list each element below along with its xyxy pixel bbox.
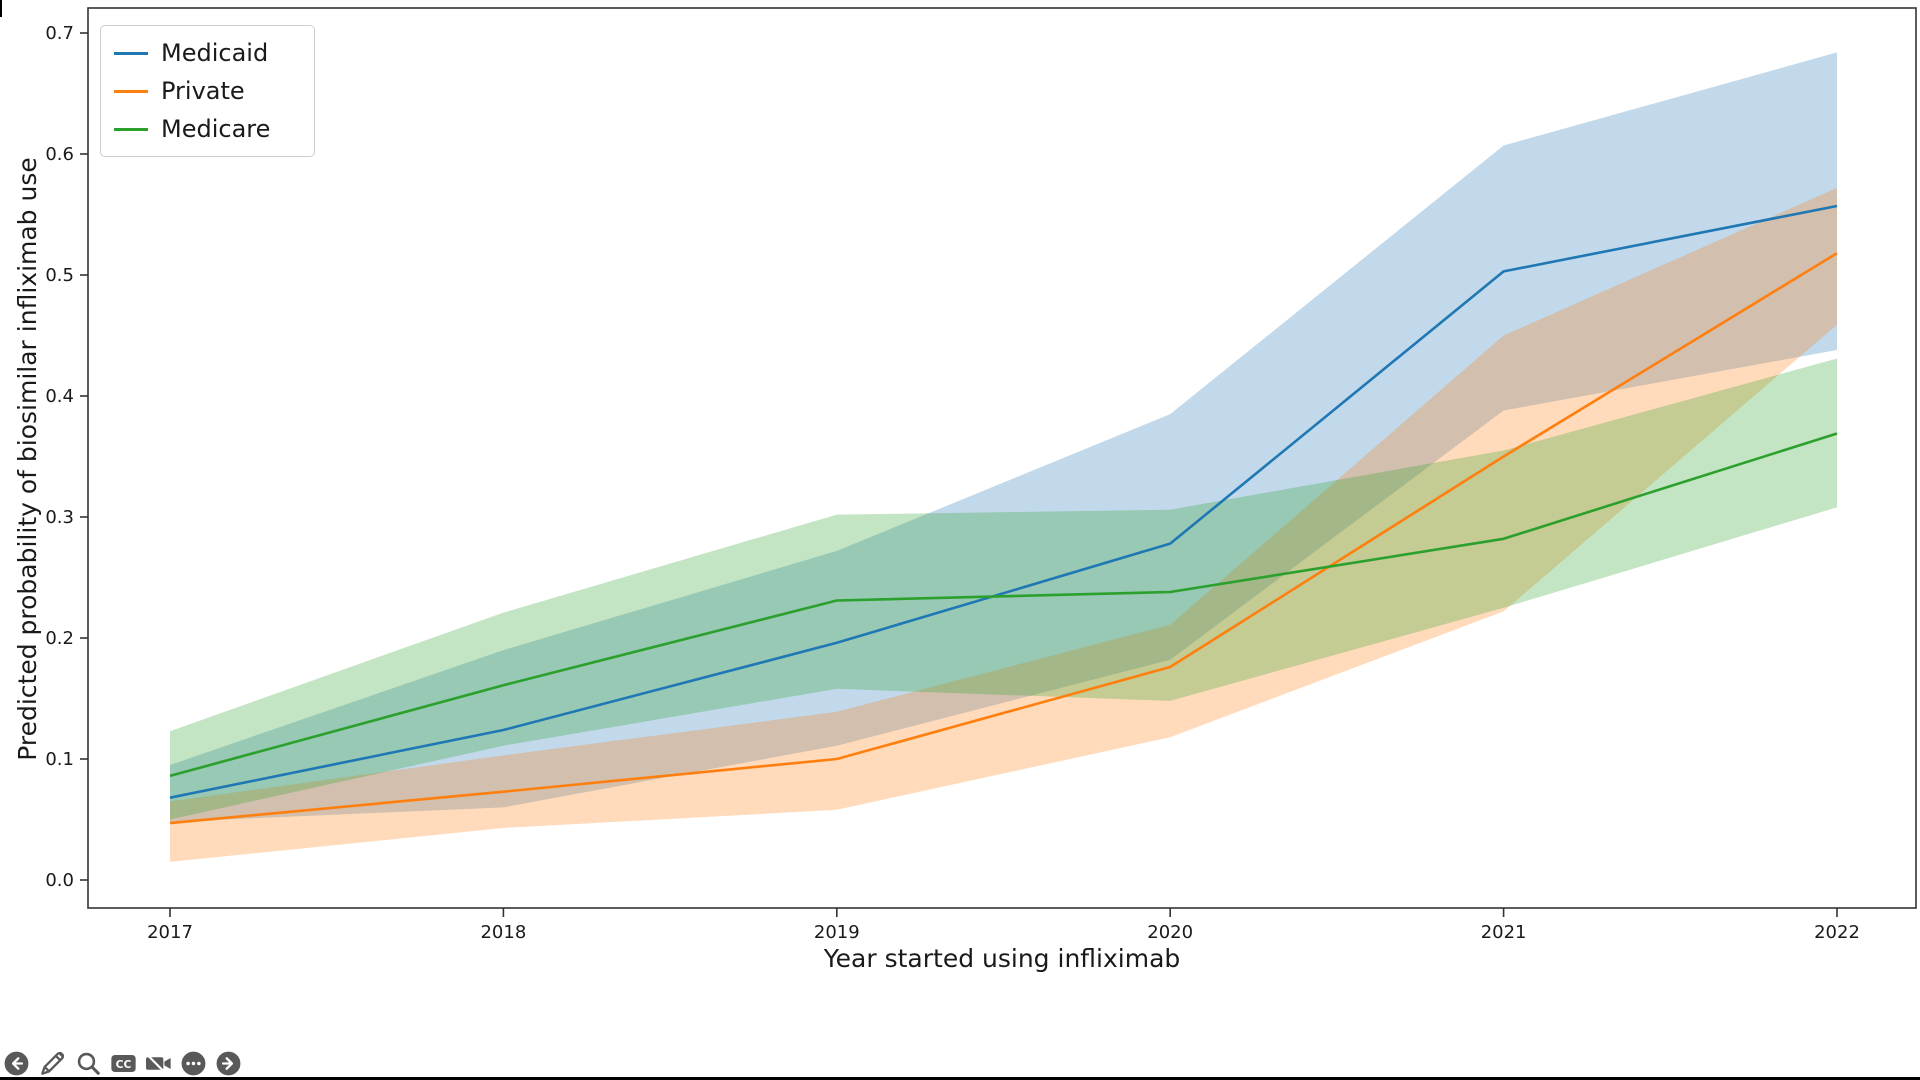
series-line-medicare <box>169 432 1838 778</box>
x-tick-label: 2018 <box>480 922 526 943</box>
legend-label: Private <box>161 77 245 105</box>
y-tick-label: 0.0 <box>45 870 74 891</box>
y-axis-label: Predicted probability of biosimilar infl… <box>13 157 42 761</box>
back-icon[interactable] <box>3 1050 30 1077</box>
x-axis-label: Year started using infliximab <box>823 944 1181 973</box>
legend-line-sample <box>114 51 148 55</box>
legend-item-private: Private <box>114 72 294 110</box>
annotate-icon[interactable] <box>38 1049 67 1078</box>
window-edge-left <box>0 0 2 17</box>
bottom-toolbar: CC <box>3 1048 242 1078</box>
x-tick-label: 2020 <box>1147 922 1193 943</box>
y-tick-label: 0.4 <box>45 386 74 407</box>
y-tick-label: 0.3 <box>45 507 74 528</box>
y-tick-label: 0.6 <box>45 144 74 165</box>
legend-line-sample <box>114 127 148 131</box>
ci-band-medicare <box>170 358 1837 820</box>
y-tick-label: 0.1 <box>45 749 74 770</box>
svg-text:CC: CC <box>116 1057 132 1070</box>
legend-line-sample <box>114 89 148 93</box>
plot-spines <box>87 7 1917 909</box>
window-edge-bottom <box>0 1077 1920 1080</box>
x-tick-label: 2019 <box>814 922 860 943</box>
zoom-icon[interactable] <box>75 1050 102 1077</box>
legend: Medicaid Private Medicare <box>100 25 315 157</box>
series-line-medicaid <box>169 204 1838 799</box>
x-tick-label: 2017 <box>147 922 193 943</box>
ci-band-private <box>170 187 1837 862</box>
series-line-private <box>169 252 1838 825</box>
legend-item-medicare: Medicare <box>114 110 294 148</box>
legend-item-medicaid: Medicaid <box>114 34 294 72</box>
more-options-icon[interactable] <box>180 1050 207 1077</box>
camera-off-icon[interactable] <box>145 1050 172 1077</box>
legend-label: Medicare <box>161 115 271 143</box>
closed-captions-icon[interactable]: CC <box>110 1050 137 1077</box>
y-tick-label: 0.2 <box>45 628 74 649</box>
ci-band-medicaid <box>170 52 1837 822</box>
y-tick-label: 0.7 <box>45 23 74 44</box>
y-tick-label: 0.5 <box>45 265 74 286</box>
forward-icon[interactable] <box>215 1050 242 1077</box>
legend-label: Medicaid <box>161 39 269 67</box>
x-tick-label: 2021 <box>1481 922 1527 943</box>
x-tick-label: 2022 <box>1814 922 1860 943</box>
